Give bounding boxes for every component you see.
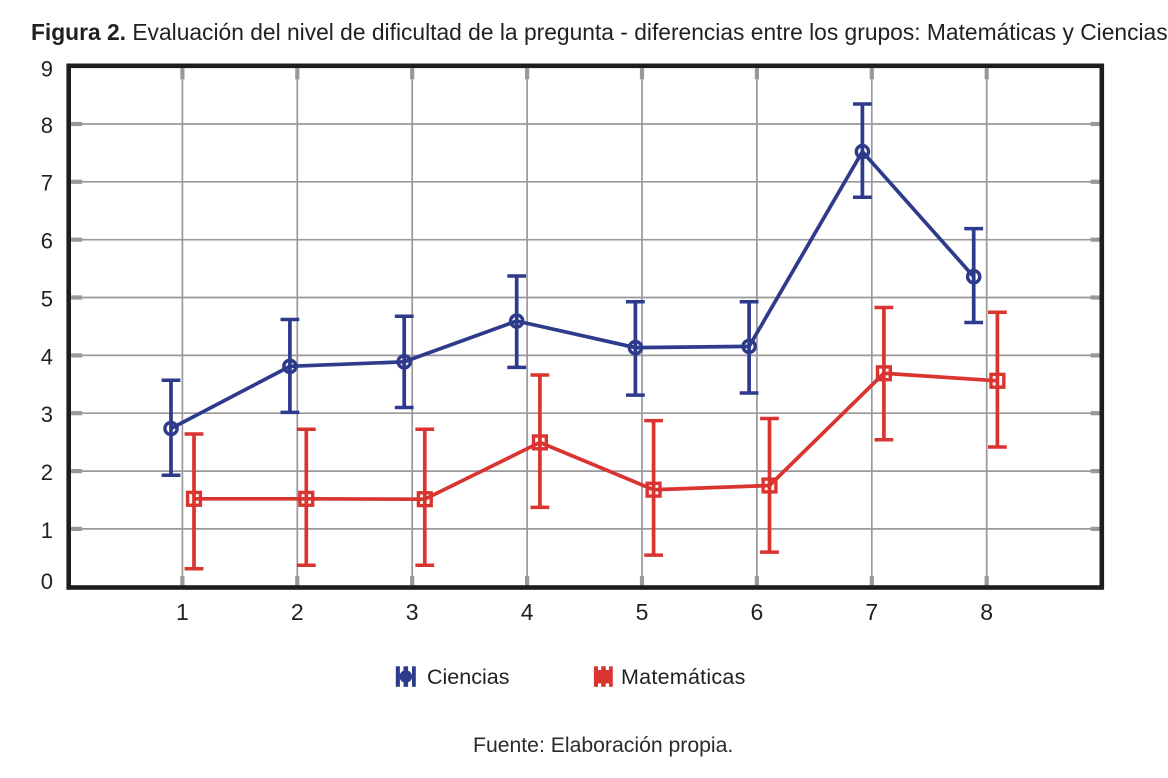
svg-text:2: 2: [41, 460, 53, 485]
svg-text:3: 3: [41, 402, 53, 427]
svg-text:4: 4: [521, 599, 534, 625]
svg-text:6: 6: [41, 229, 53, 254]
svg-text:9: 9: [41, 57, 53, 82]
svg-text:2: 2: [291, 599, 304, 625]
svg-text:4: 4: [41, 344, 53, 369]
svg-text:5: 5: [41, 286, 53, 311]
svg-text:5: 5: [636, 599, 649, 625]
svg-text:0: 0: [41, 569, 53, 594]
svg-text:7: 7: [865, 599, 878, 625]
svg-text:3: 3: [406, 599, 419, 625]
svg-text:8: 8: [41, 113, 53, 138]
svg-text:1: 1: [176, 599, 189, 625]
svg-text:8: 8: [980, 599, 993, 625]
svg-text:1: 1: [41, 518, 53, 543]
svg-text:7: 7: [41, 171, 53, 196]
svg-text:6: 6: [751, 599, 764, 625]
